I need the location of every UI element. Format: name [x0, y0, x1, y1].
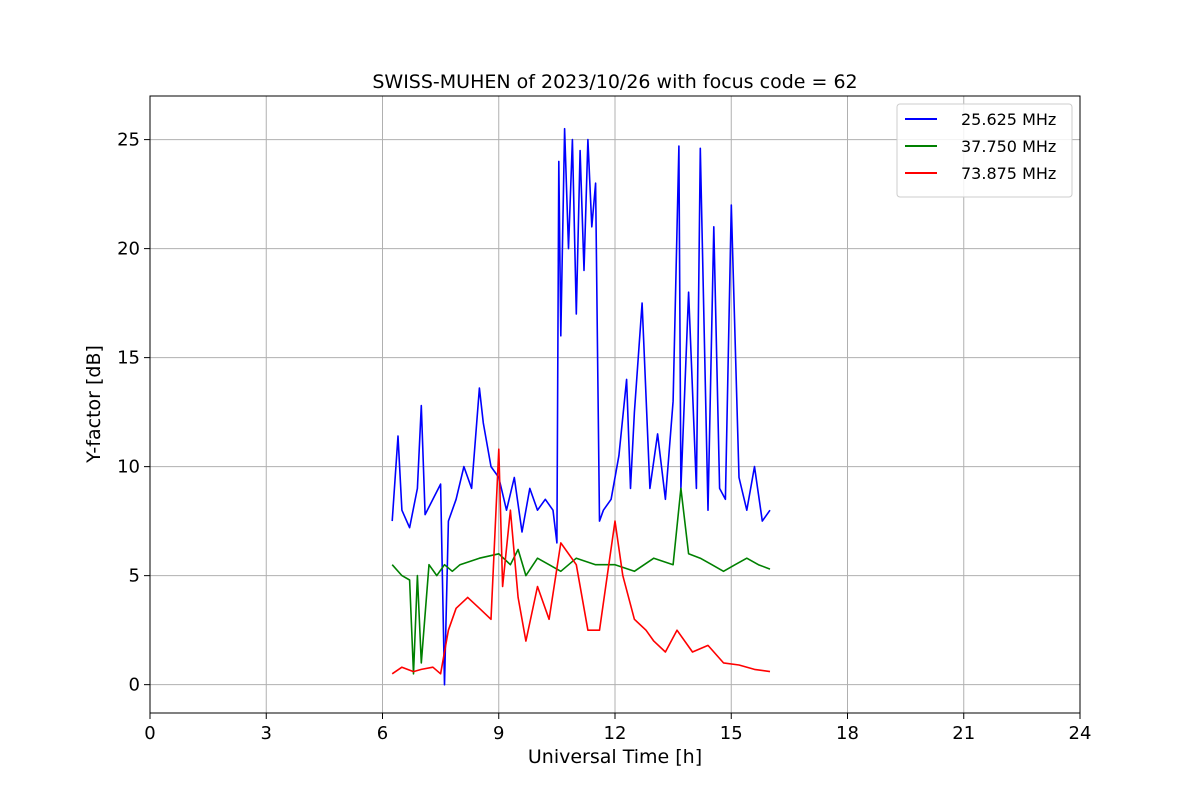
y-tick-label: 5: [129, 566, 140, 587]
chart-title: SWISS-MUHEN of 2023/10/26 with focus cod…: [372, 71, 857, 93]
legend-box: [896, 103, 1073, 198]
series-line-3: [391, 448, 771, 675]
x-tick-label: 6: [377, 723, 388, 744]
y-tick-label: 25: [117, 130, 140, 151]
x-tick-label: 15: [720, 723, 743, 744]
legend-label: 37.750 MHz: [961, 137, 1056, 156]
series-group: [391, 127, 771, 686]
x-tick-label: 18: [836, 723, 859, 744]
series-line-2: [391, 487, 771, 675]
y-tick-label: 0: [129, 675, 140, 696]
y-axis-label: Y-factor [dB]: [83, 345, 105, 464]
series-line-1: [391, 127, 771, 686]
y-tick-label: 10: [117, 457, 140, 478]
legend-label: 25.625 MHz: [961, 110, 1056, 129]
x-tick-label: 12: [604, 723, 627, 744]
legend-label: 73.875 MHz: [961, 164, 1056, 183]
x-tick-label: 3: [261, 723, 272, 744]
x-axis-label: Universal Time [h]: [528, 746, 702, 768]
y-tick-label: 15: [117, 348, 140, 369]
x-tick-label: 9: [493, 723, 504, 744]
x-tick-label: 0: [144, 723, 155, 744]
x-axis: 0 3 6 9 12 15 18 21 24: [144, 713, 1091, 744]
y-axis: 0 5 10 15 20 25: [117, 130, 150, 696]
y-tick-label: 20: [117, 239, 140, 260]
x-tick-label: 24: [1069, 723, 1092, 744]
legend: 25.625 MHz 37.750 MHz 73.875 MHz: [896, 103, 1073, 198]
x-tick-label: 21: [952, 723, 975, 744]
